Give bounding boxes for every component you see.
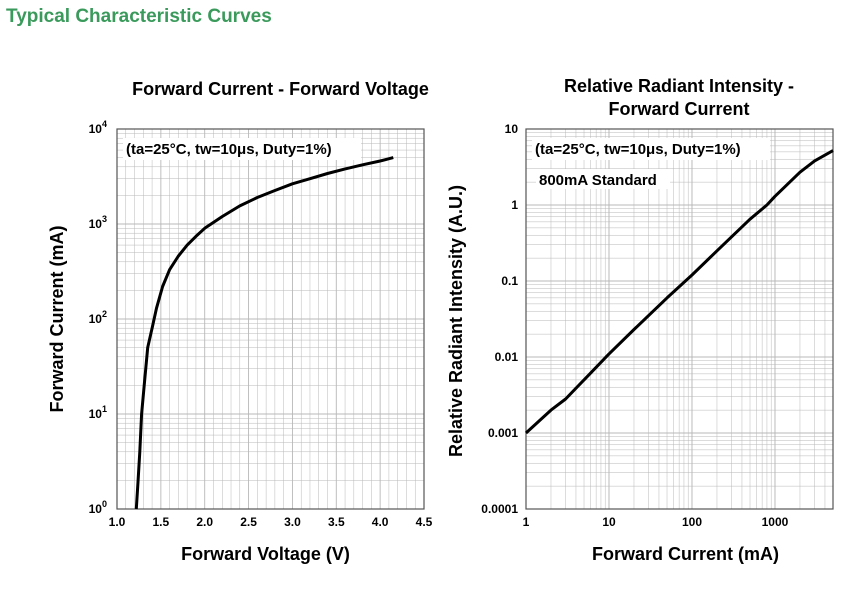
y-tick-label: 100 [89, 499, 107, 516]
y-tick-label: 0.001 [488, 426, 518, 440]
y-axis-label: Forward Current (mA) [47, 225, 67, 412]
y-tick-label: 0.1 [501, 274, 518, 288]
y-tick-label: 104 [89, 119, 107, 136]
y-axis-label: Relative Radiant Intensity (A.U.) [446, 185, 466, 457]
x-tick-label: 1000 [762, 515, 789, 529]
x-tick-label: 4.0 [372, 515, 389, 529]
y-tick-label: 0.0001 [481, 502, 518, 516]
x-tick-label: 1 [523, 515, 530, 529]
annotation-text: (ta=25°C, tw=10μs, Duty=1%) [535, 141, 741, 158]
x-axis-label: Forward Voltage (V) [181, 544, 350, 564]
annotation-text: (ta=25°C, tw=10μs, Duty=1%) [126, 141, 332, 158]
x-tick-label: 3.0 [284, 515, 301, 529]
annotation-bg [532, 138, 770, 160]
x-tick-label: 1.5 [153, 515, 170, 529]
annotation-bg [536, 169, 670, 189]
y-tick-label: 102 [89, 309, 107, 326]
chart-2: Relative Radiant Intensity - Forward Curr… [446, 76, 834, 564]
y-tick-label: 10 [505, 122, 519, 136]
x-tick-label: 4.5 [416, 515, 433, 529]
y-tick-label: 101 [89, 404, 107, 421]
x-tick-label: 100 [682, 515, 702, 529]
chart-title: Forward Current - Forward Voltage [132, 79, 429, 99]
y-tick-label: 1 [511, 198, 518, 212]
x-tick-label: 10 [602, 515, 616, 529]
annotation-text-standard: 800mA Standard [539, 172, 657, 189]
x-tick-label: 1.0 [109, 515, 126, 529]
y-tick-label: 0.01 [495, 350, 519, 364]
y-tick-label: 103 [89, 214, 107, 231]
chart-title-line: Relative Radiant Intensity - [564, 76, 794, 96]
series-line [134, 156, 394, 510]
x-axis-label: Forward Current (mA) [592, 544, 779, 564]
plot-frame [525, 128, 834, 510]
x-tick-label: 2.0 [196, 515, 213, 529]
x-tick-label: 3.5 [328, 515, 345, 529]
page-title: Typical Characteristic Curves [6, 6, 272, 27]
annotation-bg [123, 138, 361, 160]
plot-frame [116, 128, 425, 510]
chart-title-line: Forward Current [608, 99, 749, 119]
x-tick-label: 2.5 [240, 515, 257, 529]
chart-1: Forward Current - Forward Voltage 1.0 1.5 2… [47, 79, 433, 564]
series-line [524, 149, 834, 435]
